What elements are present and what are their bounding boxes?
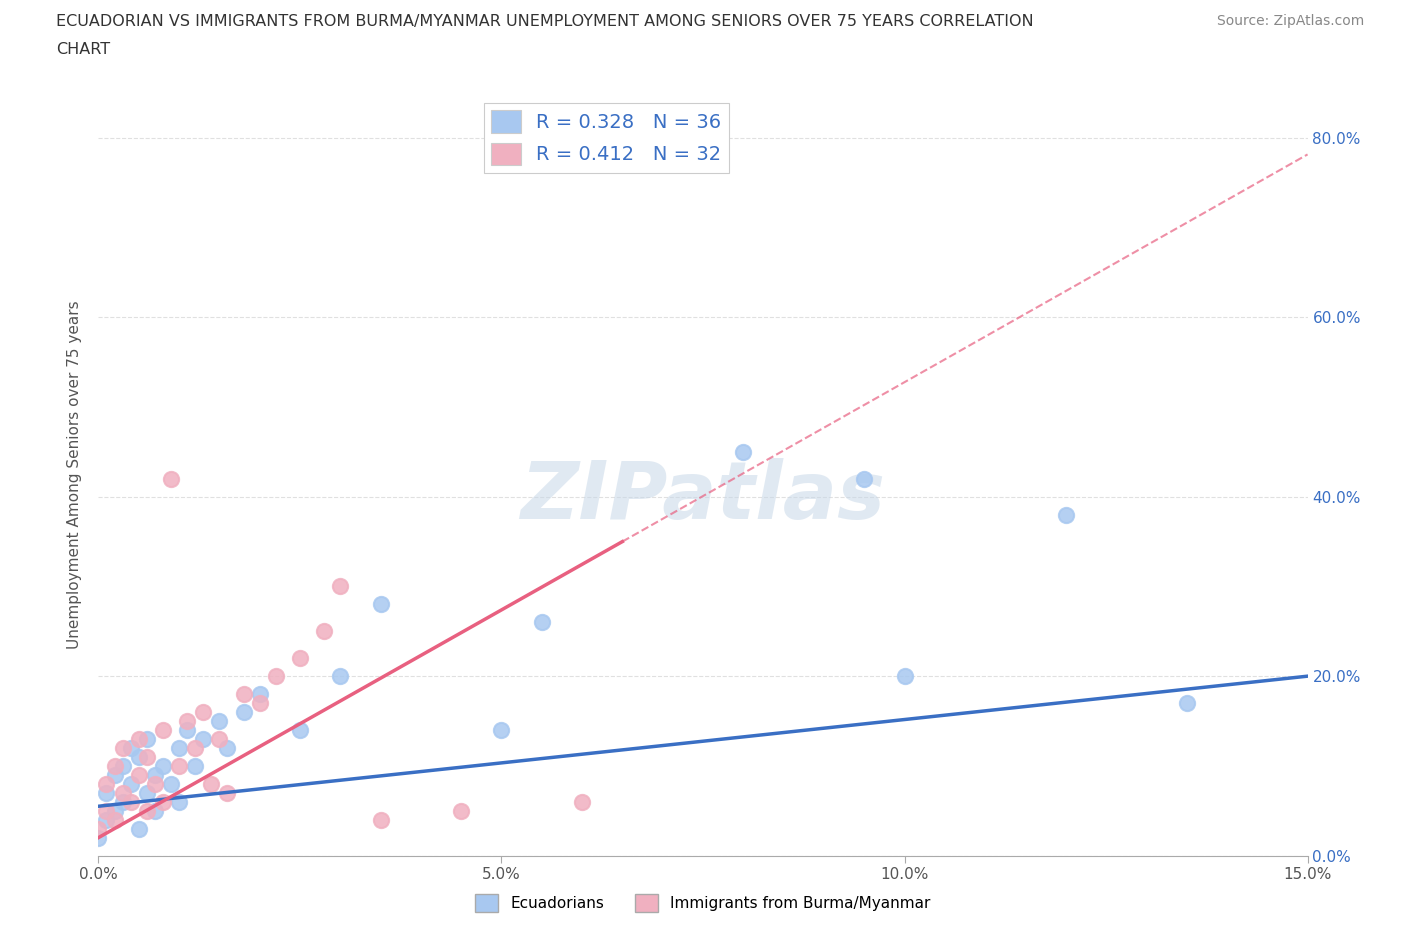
Point — [167, 740, 190, 755]
Point — [103, 812, 125, 827]
Point — [232, 686, 254, 701]
Point — [160, 472, 183, 486]
Point — [1054, 507, 1077, 522]
Point — [135, 785, 157, 800]
Point — [176, 723, 198, 737]
Point — [249, 696, 271, 711]
Point — [96, 785, 118, 800]
Point — [264, 669, 287, 684]
Point — [193, 705, 215, 720]
Point — [193, 732, 215, 747]
Legend: Ecuadorians, Immigrants from Burma/Myanmar: Ecuadorians, Immigrants from Burma/Myanm… — [470, 888, 936, 918]
Point — [135, 804, 157, 818]
Point — [893, 669, 915, 684]
Point — [120, 794, 142, 809]
Point — [120, 777, 142, 791]
Point — [111, 759, 134, 774]
Point — [370, 597, 392, 612]
Point — [120, 740, 142, 755]
Point — [1175, 696, 1198, 711]
Point — [111, 740, 134, 755]
Point — [217, 785, 239, 800]
Point — [143, 767, 166, 782]
Point — [853, 472, 876, 486]
Point — [87, 830, 110, 845]
Point — [111, 785, 134, 800]
Point — [152, 723, 174, 737]
Point — [733, 445, 755, 459]
Point — [87, 821, 110, 836]
Point — [450, 804, 472, 818]
Point — [135, 732, 157, 747]
Point — [103, 759, 125, 774]
Text: Source: ZipAtlas.com: Source: ZipAtlas.com — [1216, 14, 1364, 28]
Point — [128, 750, 150, 764]
Point — [329, 669, 352, 684]
Point — [200, 777, 222, 791]
Legend: R = 0.328   N = 36, R = 0.412   N = 32: R = 0.328 N = 36, R = 0.412 N = 32 — [484, 102, 728, 173]
Point — [370, 812, 392, 827]
Point — [288, 651, 311, 666]
Point — [96, 804, 118, 818]
Point — [184, 740, 207, 755]
Point — [128, 767, 150, 782]
Point — [491, 723, 513, 737]
Point — [571, 794, 593, 809]
Point — [167, 794, 190, 809]
Text: ZIPatlas: ZIPatlas — [520, 458, 886, 537]
Point — [143, 804, 166, 818]
Point — [314, 624, 336, 639]
Point — [249, 686, 271, 701]
Point — [152, 794, 174, 809]
Text: ECUADORIAN VS IMMIGRANTS FROM BURMA/MYANMAR UNEMPLOYMENT AMONG SENIORS OVER 75 Y: ECUADORIAN VS IMMIGRANTS FROM BURMA/MYAN… — [56, 14, 1033, 29]
Point — [208, 713, 231, 728]
Point — [530, 615, 553, 630]
Y-axis label: Unemployment Among Seniors over 75 years: Unemployment Among Seniors over 75 years — [67, 300, 83, 648]
Point — [152, 759, 174, 774]
Text: CHART: CHART — [56, 42, 110, 57]
Point — [143, 777, 166, 791]
Point — [329, 579, 352, 594]
Point — [160, 777, 183, 791]
Point — [96, 812, 118, 827]
Point — [111, 794, 134, 809]
Point — [128, 732, 150, 747]
Point — [96, 777, 118, 791]
Point — [128, 821, 150, 836]
Point — [135, 750, 157, 764]
Point — [103, 804, 125, 818]
Point — [103, 767, 125, 782]
Point — [208, 732, 231, 747]
Point — [288, 723, 311, 737]
Point — [217, 740, 239, 755]
Point — [232, 705, 254, 720]
Point — [184, 759, 207, 774]
Point — [167, 759, 190, 774]
Point — [176, 713, 198, 728]
